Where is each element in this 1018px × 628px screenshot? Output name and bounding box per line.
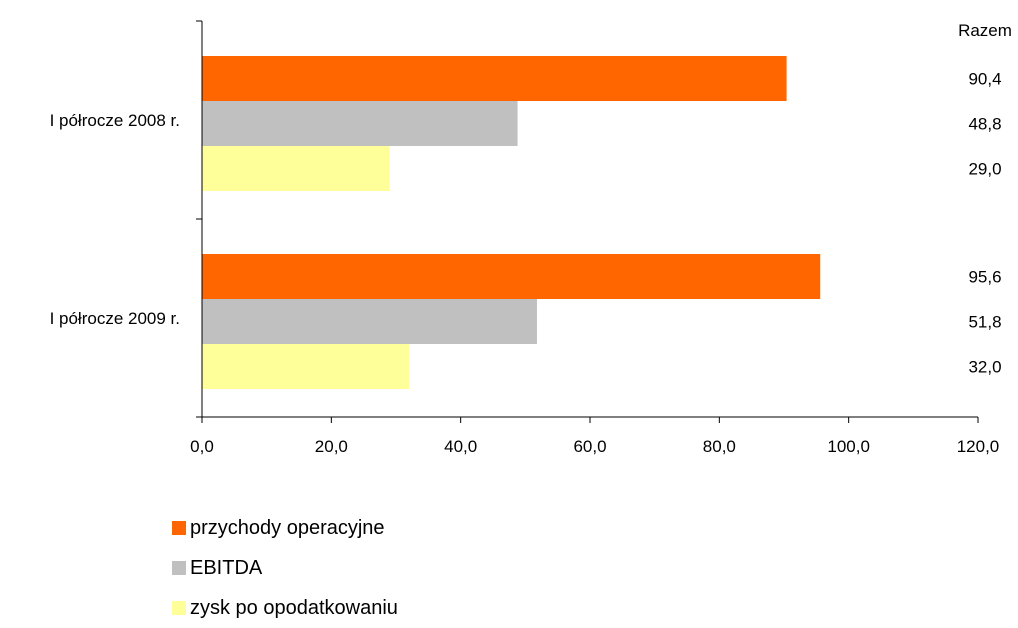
- x-tick-label-6: 120,0: [957, 437, 1000, 456]
- value-label-net-profit-1: 29,0: [968, 160, 1001, 179]
- value-labels-group: 90,4 48,8 29,0 95,6 51,8 32,0: [968, 70, 1001, 377]
- bar-ebitda-1: [202, 101, 518, 146]
- bar-ebitda-2: [202, 299, 537, 344]
- legend: przychody operacyjne EBITDA zysk po opod…: [172, 508, 398, 628]
- legend-item-revenue: przychody operacyjne: [172, 508, 398, 548]
- x-tick-label-2: 40,0: [444, 437, 477, 456]
- legend-label-revenue: przychody operacyjne: [190, 518, 385, 538]
- bar-net-profit-2: [202, 344, 409, 389]
- x-tick-label-4: 80,0: [703, 437, 736, 456]
- x-tick-label-3: 60,0: [573, 437, 606, 456]
- legend-label-ebitda: EBITDA: [190, 558, 262, 578]
- legend-swatch-net-profit: [172, 601, 186, 615]
- category-label-1: I półrocze 2008 r.: [50, 111, 180, 130]
- x-tick-label-5: 100,0: [827, 437, 870, 456]
- value-column-header: Razem: [958, 21, 1012, 40]
- value-label-ebitda-1: 48,8: [968, 115, 1001, 134]
- value-label-revenue-2: 95,6: [968, 268, 1001, 287]
- legend-item-net-profit: zysk po opodatkowaniu: [172, 588, 398, 628]
- legend-swatch-revenue: [172, 521, 186, 535]
- x-tick-label-1: 20,0: [315, 437, 348, 456]
- legend-label-net-profit: zysk po opodatkowaniu: [190, 598, 398, 618]
- value-label-ebitda-2: 51,8: [968, 313, 1001, 332]
- legend-swatch-ebitda: [172, 561, 186, 575]
- value-label-revenue-1: 90,4: [968, 70, 1001, 89]
- x-tick-label-0: 0,0: [190, 437, 214, 456]
- value-label-net-profit-2: 32,0: [968, 358, 1001, 377]
- bar-revenue-1: [202, 56, 787, 101]
- legend-item-ebitda: EBITDA: [172, 548, 398, 588]
- bar-chart: Razem I półrocze 2008 r. I półrocze 2009 …: [0, 0, 1018, 500]
- bar-net-profit-1: [202, 146, 390, 191]
- bar-revenue-2: [202, 254, 820, 299]
- category-label-2: I półrocze 2009 r.: [50, 309, 180, 328]
- bars-group: [202, 56, 820, 389]
